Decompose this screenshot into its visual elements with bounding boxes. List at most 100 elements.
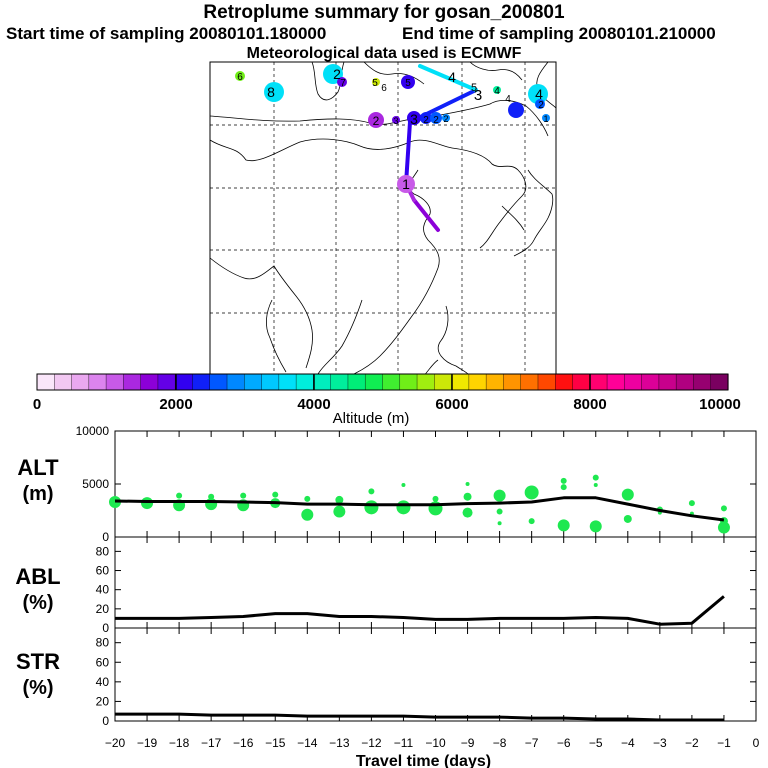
trajectory-label: 2 [433,115,439,126]
colorbar-cell [106,374,124,390]
altitude-point [589,520,602,533]
altitude-point [465,482,470,486]
colorbar-cell [520,374,539,390]
colorbar-cell [37,374,55,390]
x-tick-label: −13 [329,736,350,750]
colorbar-cells [37,374,729,390]
trajectory-markers [235,64,550,193]
map-graticule [210,62,556,374]
y-tick-label: 60 [96,655,110,669]
start-time-label: Start time of sampling 20080101.180000 [6,24,327,43]
trajectory-label: 2 [443,114,448,124]
panel-frame [114,536,757,629]
panel-unit-label: (m) [22,483,53,505]
colorbar-cell [157,374,176,390]
colorbar-cell [296,374,315,390]
y-tick-label: 20 [96,602,110,616]
y-tick-label: 60 [96,564,110,578]
colorbar-cell [537,374,556,390]
altitude-point [205,498,218,511]
altitude-colorbar: 0 2000 4000 6000 8000 10000 Altitude (m) [33,373,741,427]
colorbar-tick-label: 10000 [699,396,741,413]
y-tick-label: 0 [102,714,109,728]
colorbar-cell [330,374,349,390]
y-tick-label: 40 [96,583,110,597]
altitude-point [560,477,567,484]
trajectory-label: 4 [448,69,456,85]
trajectory-label: 1 [402,176,410,192]
altitude-point [335,495,344,504]
x-tick-label: −5 [589,736,603,750]
altitude-point [592,474,599,481]
trajectory-label: 2 [333,66,341,82]
colorbar-cell [624,374,643,390]
series-line [114,496,725,522]
trajectory-label: 5 [372,78,378,89]
colorbar-cell [676,374,695,390]
x-tick-label: −11 [394,736,414,750]
trajectory-marker [368,112,384,128]
abl-panel: 0 20 40 60 80 ABL (%) [15,536,757,635]
colorbar-tick-label: 4000 [297,396,330,413]
trajectory-marker [264,82,284,102]
trajectory-label: 5 [471,82,477,94]
trajectory-label: 3 [410,111,418,127]
x-tick-label: −10 [425,736,446,750]
altitude-point [593,483,598,488]
x-axis-label: Travel time (days) [356,753,491,768]
colorbar-cell [434,374,453,390]
trajectory-marker [542,114,550,122]
colorbar-cell [54,374,73,390]
x-tick-label: −17 [201,736,222,750]
colorbar-cell [503,374,522,390]
colorbar-tick-label: 0 [33,396,41,413]
panel-frame [114,627,757,722]
trajectory-label: 2 [538,100,544,111]
colorbar-tick-labels: 0 2000 4000 6000 8000 10000 [33,396,741,413]
altitude-point [208,493,215,500]
trajectory-label: 7 [340,78,346,89]
colorbar-cell [555,374,574,390]
trajectory-marker [397,175,415,193]
met-data-label: Meteorological data used is ECMWF [246,45,522,62]
colorbar-cell [347,374,366,390]
altitude-point [528,518,535,525]
series-line [115,712,724,722]
altitude-point [497,521,502,526]
trajectory-label: 4 [494,86,500,97]
x-tick-label: −1 [717,736,731,750]
colorbar-cell [88,374,107,390]
colorbar-tick-label: 6000 [435,396,468,413]
colorbar-cell [382,374,401,390]
altitude-point [720,505,727,512]
trajectory-marker [337,77,347,87]
colorbar-cell [399,374,418,390]
trajectory-marker [392,116,400,124]
colorbar-cell [140,374,159,390]
colorbar-cell [278,374,297,390]
trajectory-marker [508,102,524,118]
trajectory-marker [535,99,545,109]
colorbar-cell [468,374,487,390]
trajectory-marker [420,112,432,124]
trajectory-marker [372,78,380,86]
colorbar-tick-label: 8000 [573,396,606,413]
x-tick-label: 0 [753,736,760,750]
altitude-point [333,505,346,518]
panel-unit-label: (%) [22,592,53,614]
trajectory-segment [404,120,412,186]
x-tick-label: −8 [493,736,507,750]
colorbar-major-ticks [175,374,591,390]
colorbar-cell [710,374,729,390]
colorbar-cell [693,374,712,390]
colorbar-axis-label: Altitude (m) [333,410,410,427]
altitude-point [557,519,570,532]
altitude-point [493,489,506,502]
y-tick-label: 10000 [76,424,110,438]
map-frame [209,61,557,375]
colorbar-tick-label: 2000 [159,396,192,413]
altitude-point [272,491,279,498]
colorbar-cell [641,374,660,390]
altitude-point [462,507,473,518]
